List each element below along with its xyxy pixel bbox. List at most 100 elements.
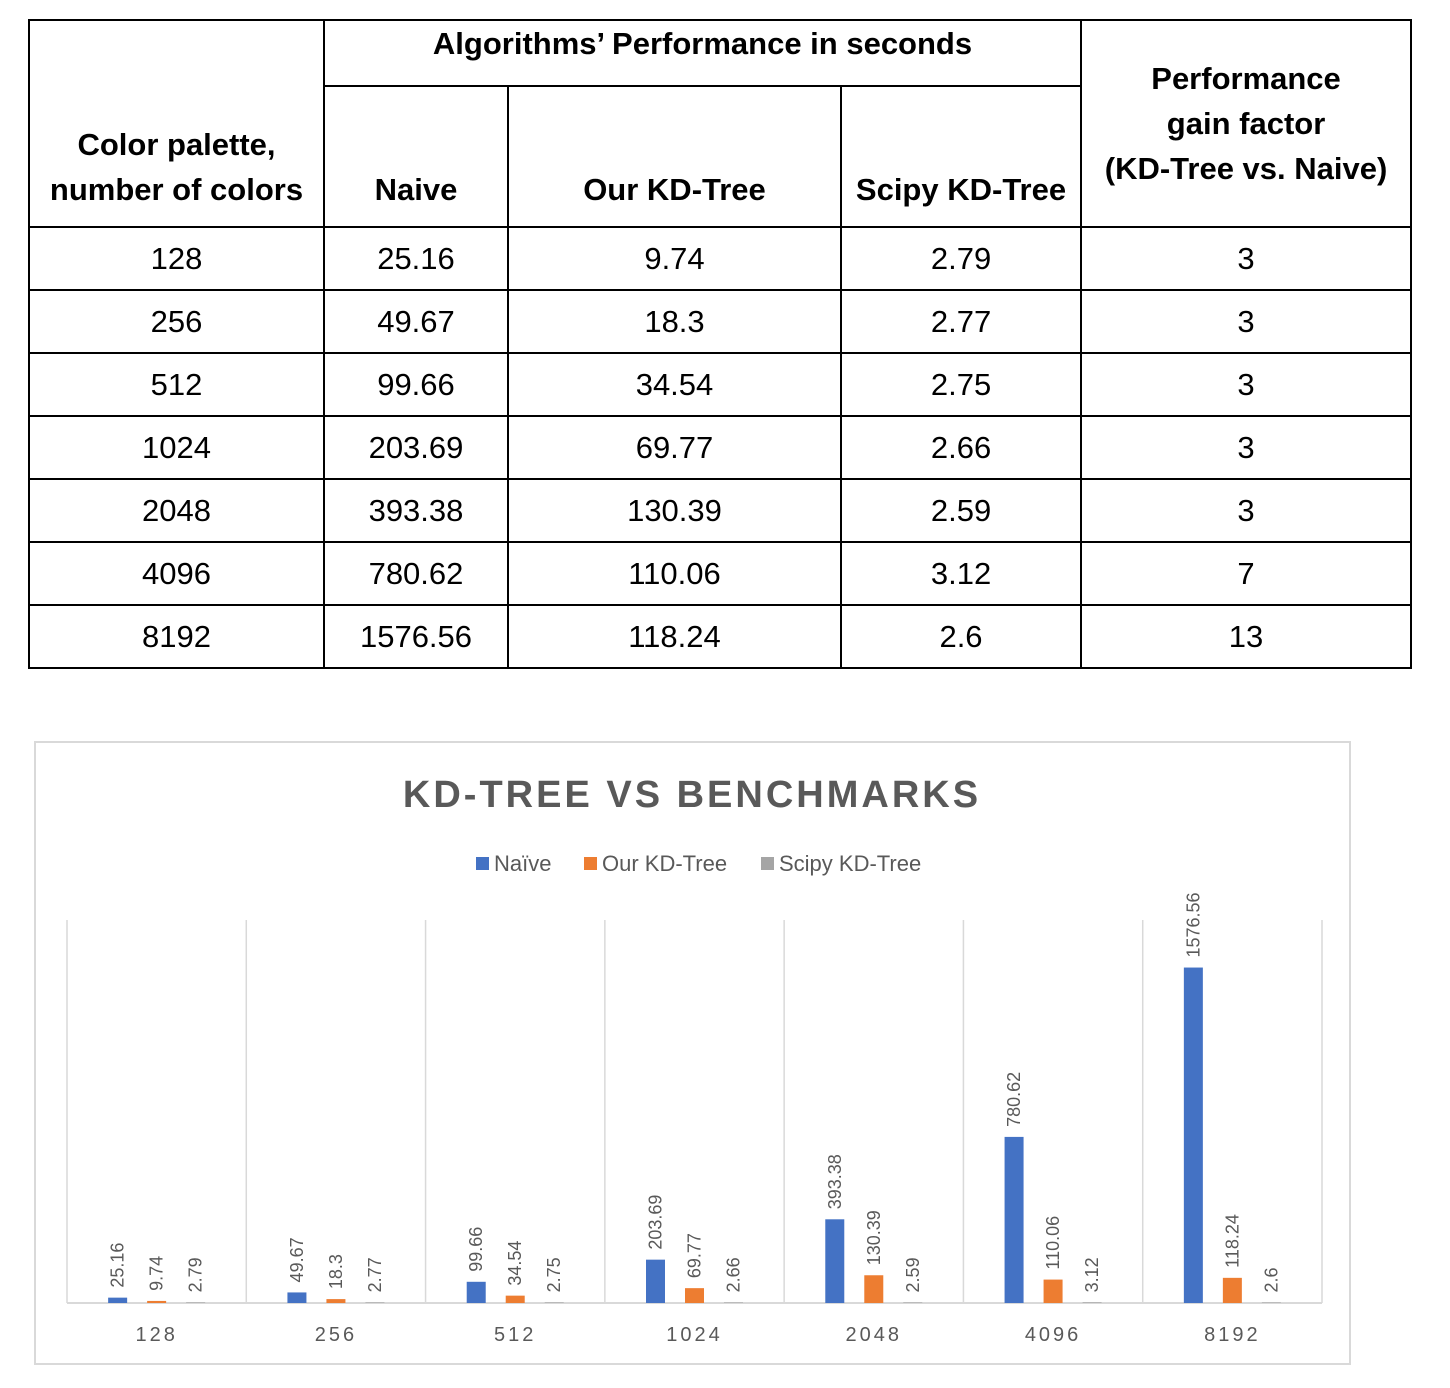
cell-colors: 512 [28,352,325,417]
data-label-scipy-kd-tree-2048: 2.59 [903,1257,923,1292]
table-row: 128 25.16 9.74 2.79 3 [28,226,1413,291]
legend-swatch-na-ve [476,857,489,870]
legend-swatch-scipy-kd-tree [761,857,774,870]
header-algorithms-group: Algorithms’ Performance in seconds [322,19,1083,87]
bar-scipy-kd-tree-1024 [724,1302,743,1303]
data-label-na-ve-8192: 1576.56 [1183,892,1203,957]
table-row: 1024 203.69 69.77 2.66 3 [28,415,1413,480]
cell-colors: 2048 [28,478,325,543]
table-row: 512 99.66 34.54 2.75 3 [28,352,1413,417]
bar-our-kd-tree-8192 [1222,1277,1242,1303]
bar-chart: KD-TREE VS BENCHMARKS Naïve Our KD-Tree Sc… [34,741,1351,1365]
cell-our-kd-tree: 69.77 [507,415,842,480]
legend-label-na-ve: Naïve [494,851,551,876]
table-row: 2048 393.38 130.39 2.59 3 [28,478,1413,543]
cell-naive: 1576.56 [323,604,509,669]
cell-gain: 13 [1080,604,1413,669]
data-label-na-ve-512: 99.66 [466,1227,486,1272]
chart-category-labels: 128 256 512 1024 2048 4096 8192 [135,1324,1261,1346]
data-label-our-kd-tree-4096: 110.06 [1043,1216,1063,1270]
bar-na-ve-256 [287,1292,307,1303]
cell-naive: 49.67 [323,289,509,354]
header-color-palette: Color palette, number of colors [28,19,325,228]
cell-scipy-kd-tree: 2.79 [839,226,1083,291]
cell-scipy-kd-tree: 2.77 [839,289,1083,354]
legend-label-scipy-kd-tree: Scipy KD-Tree [779,851,921,876]
cell-gain: 3 [1080,478,1413,543]
cell-gain: 3 [1080,352,1413,417]
data-label-na-ve-128: 25.16 [108,1243,128,1288]
data-label-scipy-kd-tree-512: 2.75 [544,1257,564,1292]
data-label-scipy-kd-tree-8192: 2.6 [1261,1267,1281,1292]
data-label-our-kd-tree-256: 18.3 [326,1254,346,1289]
header-gain-line2: gain factor [1166,106,1326,141]
bar-scipy-kd-tree-8192 [1261,1302,1281,1303]
data-label-scipy-kd-tree-128: 2.79 [186,1257,206,1292]
cell-our-kd-tree: 130.39 [507,478,842,543]
bar-scipy-kd-tree-4096 [1082,1302,1102,1303]
cell-scipy-kd-tree: 2.6 [839,604,1083,669]
cell-naive: 99.66 [323,352,509,417]
bar-our-kd-tree-128 [147,1300,167,1303]
header-gain-line3: (KD-Tree vs. Naive) [1104,151,1388,186]
bar-na-ve-2048 [825,1219,845,1303]
table-row: 4096 780.62 110.06 3.12 7 [28,541,1413,606]
chart-title: KD-TREE VS BENCHMARKS [403,774,981,816]
cell-colors: 128 [28,226,325,291]
data-label-scipy-kd-tree-256: 2.77 [365,1257,385,1292]
legend-swatch-our-kd-tree [584,857,597,870]
cell-our-kd-tree: 18.3 [507,289,842,354]
cell-naive: 203.69 [323,415,509,480]
data-label-na-ve-1024: 203.69 [646,1195,666,1250]
table-row: 256 49.67 18.3 2.77 3 [28,289,1413,354]
cell-gain: 3 [1080,289,1413,354]
data-label-our-kd-tree-1024: 69.77 [685,1233,705,1278]
data-label-na-ve-2048: 393.38 [825,1154,845,1209]
chart-bars [108,967,1281,1303]
cell-scipy-kd-tree: 2.66 [839,415,1083,480]
header-gain-line1: Performance [1151,61,1341,96]
bar-na-ve-8192 [1183,967,1203,1303]
category-label-4096: 4096 [1025,1324,1082,1346]
cell-our-kd-tree: 118.24 [507,604,842,669]
data-label-na-ve-4096: 780.62 [1004,1072,1024,1127]
category-label-1024: 1024 [666,1324,723,1346]
cell-our-kd-tree: 9.74 [507,226,842,291]
bar-our-kd-tree-4096 [1043,1279,1063,1303]
data-label-our-kd-tree-8192: 118.24 [1222,1214,1242,1268]
data-label-our-kd-tree-512: 34.54 [505,1241,525,1286]
legend-label-our-kd-tree: Our KD-Tree [602,851,727,876]
data-label-our-kd-tree-2048: 130.39 [864,1210,884,1265]
cell-gain: 7 [1080,541,1413,606]
bar-our-kd-tree-256 [326,1299,346,1303]
bar-scipy-kd-tree-128 [186,1302,206,1303]
bar-our-kd-tree-1024 [685,1288,704,1303]
data-label-scipy-kd-tree-4096: 3.12 [1082,1257,1102,1292]
cell-colors: 4096 [28,541,325,606]
cell-colors: 1024 [28,415,325,480]
bar-chart-svg: KD-TREE VS BENCHMARKS Naïve Our KD-Tree Sc… [66,774,1323,1346]
header-naive: Naive [323,85,509,228]
cell-gain: 3 [1080,415,1413,480]
data-label-scipy-kd-tree-1024: 2.66 [724,1257,744,1292]
cell-scipy-kd-tree: 3.12 [839,541,1083,606]
cell-gain: 3 [1080,226,1413,291]
bar-na-ve-128 [108,1297,128,1303]
header-scipy-kd-tree: Scipy KD-Tree [839,85,1083,228]
cell-naive: 25.16 [323,226,509,291]
bar-na-ve-1024 [646,1259,665,1303]
category-label-256: 256 [315,1324,357,1346]
cell-scipy-kd-tree: 2.75 [839,352,1083,417]
table-row: 8192 1576.56 118.24 2.6 13 [28,604,1413,669]
category-label-512: 512 [494,1324,536,1346]
category-label-8192: 8192 [1204,1324,1261,1346]
header-our-kd-tree: Our KD-Tree [507,85,842,228]
header-color-palette-line2: number of colors [49,172,304,207]
cell-naive: 393.38 [323,478,509,543]
header-performance-gain: Performance gain factor (KD-Tree vs. Nai… [1080,19,1413,228]
chart-legend: Naïve Our KD-Tree Scipy KD-Tree [476,851,921,876]
cell-colors: 256 [28,289,325,354]
bar-na-ve-4096 [1004,1136,1024,1303]
cell-colors: 8192 [28,604,325,669]
cell-naive: 780.62 [323,541,509,606]
